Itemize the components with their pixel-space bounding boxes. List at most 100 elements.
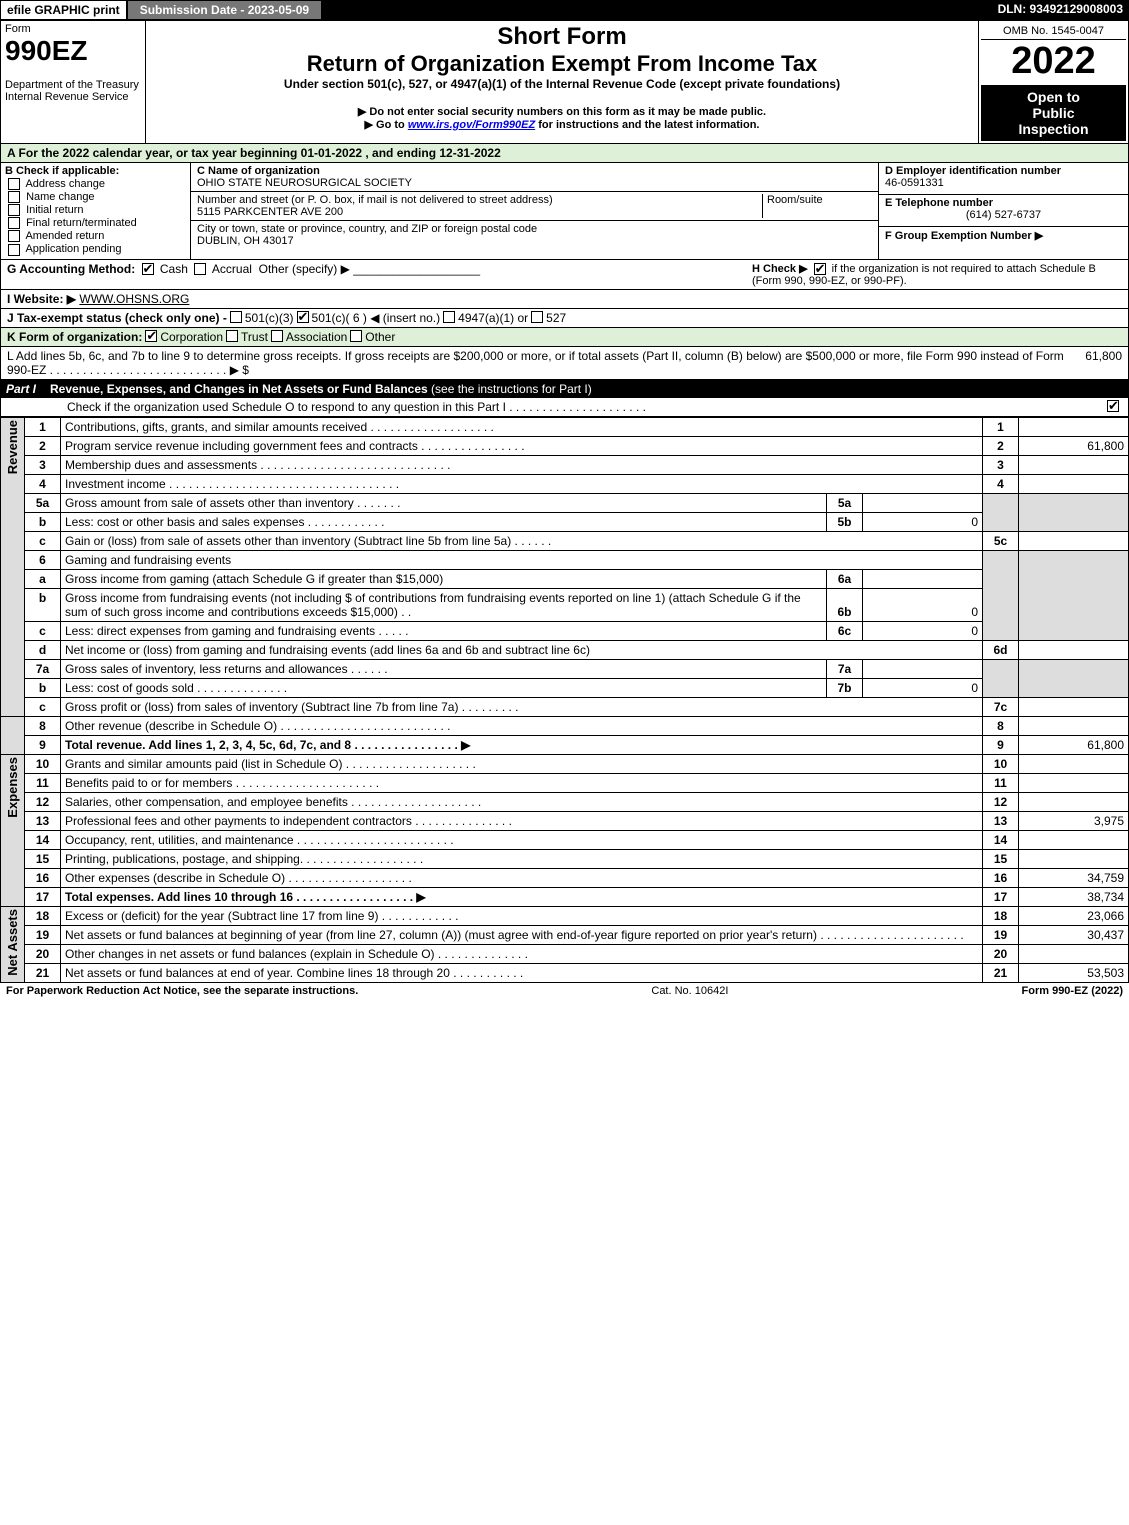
efile-print-label[interactable]: efile GRAPHIC print	[0, 0, 127, 20]
org-address: 5115 PARKCENTER AVE 200	[197, 206, 343, 218]
irs-link[interactable]: www.irs.gov/Form990EZ	[408, 119, 535, 131]
line-10-key: 10	[983, 754, 1019, 773]
checkbox-application-pending[interactable]	[8, 244, 20, 256]
checkbox-cash[interactable]	[142, 263, 154, 275]
line-4-desc: Investment income . . . . . . . . . . . …	[61, 474, 983, 493]
checkbox-schedule-o-part1[interactable]	[1107, 400, 1119, 412]
i-label: I Website: ▶	[7, 292, 76, 306]
line-7a-desc: Gross sales of inventory, less returns a…	[61, 659, 827, 678]
e-tel-label: E Telephone number	[885, 197, 993, 209]
line-8-num: 8	[25, 716, 61, 735]
g-accrual-label: Accrual	[212, 262, 252, 276]
j-527-label: 527	[546, 311, 566, 325]
line-6d-val	[1019, 640, 1129, 659]
irs-label: Internal Revenue Service	[5, 91, 129, 103]
line-5a-num: 5a	[25, 493, 61, 512]
checkbox-association[interactable]	[271, 330, 283, 342]
l-amount: 61,800	[1085, 349, 1122, 377]
top-bar: efile GRAPHIC print Submission Date - 20…	[0, 0, 1129, 20]
checkbox-final-return[interactable]	[8, 217, 20, 229]
row-l: L Add lines 5b, 6c, and 7b to line 9 to …	[0, 347, 1129, 380]
title-main: Return of Organization Exempt From Incom…	[152, 51, 972, 77]
checkbox-501c3[interactable]	[230, 311, 242, 323]
line-6b-sub: 6b	[827, 588, 863, 621]
line-8-val	[1019, 716, 1129, 735]
checkbox-527[interactable]	[531, 311, 543, 323]
checkbox-h[interactable]	[814, 263, 826, 275]
line-2-num: 2	[25, 436, 61, 455]
line-6c-num: c	[25, 621, 61, 640]
line-17-num: 17	[25, 887, 61, 906]
line-15-key: 15	[983, 849, 1019, 868]
line-14-desc: Occupancy, rent, utilities, and maintena…	[61, 830, 983, 849]
line-9-key: 9	[983, 735, 1019, 754]
line-16-val: 34,759	[1019, 868, 1129, 887]
open-line1: Open to	[1027, 89, 1080, 105]
l-text: L Add lines 5b, 6c, and 7b to line 9 to …	[7, 349, 1082, 377]
line-4-num: 4	[25, 474, 61, 493]
part-1-table: Revenue 1 Contributions, gifts, grants, …	[0, 417, 1129, 983]
line-15-val	[1019, 849, 1129, 868]
website-value[interactable]: WWW.OHSNS.ORG	[79, 292, 189, 306]
line-5b-sub: 5b	[827, 512, 863, 531]
line-12-num: 12	[25, 792, 61, 811]
checkbox-initial-return[interactable]	[8, 204, 20, 216]
line-7c-key: 7c	[983, 697, 1019, 716]
part-1-checknote-text: Check if the organization used Schedule …	[67, 400, 646, 414]
line-10-num: 10	[25, 754, 61, 773]
line-19-key: 19	[983, 925, 1019, 944]
line-5c-val	[1019, 531, 1129, 550]
line-21-val: 53,503	[1019, 963, 1129, 982]
line-13-num: 13	[25, 811, 61, 830]
checkbox-amended-return[interactable]	[8, 230, 20, 242]
line-5a-subval	[863, 493, 983, 512]
line-5b-desc: Less: cost or other basis and sales expe…	[61, 512, 827, 531]
checkbox-501c[interactable]	[297, 311, 309, 323]
checkbox-corporation[interactable]	[145, 330, 157, 342]
checkbox-address-change[interactable]	[8, 178, 20, 190]
line-3-desc: Membership dues and assessments . . . . …	[61, 455, 983, 474]
checkbox-other-org[interactable]	[350, 330, 362, 342]
dln-label: DLN: 93492129008003	[992, 0, 1129, 20]
box-b: B Check if applicable: Address change Na…	[1, 163, 191, 259]
line-7a-subval	[863, 659, 983, 678]
line-13-val: 3,975	[1019, 811, 1129, 830]
omb-number: OMB No. 1545-0047	[981, 23, 1126, 40]
telephone-value: (614) 527-6737	[885, 209, 1122, 221]
line-8-desc: Other revenue (describe in Schedule O) .…	[61, 716, 983, 735]
line-9-desc: Total revenue. Add lines 1, 2, 3, 4, 5c,…	[61, 735, 983, 754]
netassets-side-label: Net Assets	[5, 909, 20, 976]
line-21-key: 21	[983, 963, 1019, 982]
line-1-val	[1019, 417, 1129, 436]
room-suite-label: Room/suite	[767, 194, 823, 206]
line-11-key: 11	[983, 773, 1019, 792]
line-7c-desc: Gross profit or (loss) from sales of inv…	[61, 697, 983, 716]
line-2-key: 2	[983, 436, 1019, 455]
line-6b-num: b	[25, 588, 61, 621]
g-label: G Accounting Method:	[7, 262, 135, 276]
note-link-post: for instructions and the latest informat…	[535, 119, 759, 131]
checkbox-name-change[interactable]	[8, 191, 20, 203]
revenue-side-label: Revenue	[5, 420, 20, 474]
line-17-key: 17	[983, 887, 1019, 906]
c-city-label: City or town, state or province, country…	[197, 223, 537, 235]
form-word: Form	[5, 23, 31, 35]
part-1-title: Revenue, Expenses, and Changes in Net As…	[50, 382, 428, 396]
checkbox-4947[interactable]	[443, 311, 455, 323]
line-12-val	[1019, 792, 1129, 811]
line-6a-num: a	[25, 569, 61, 588]
k-other-label: Other	[365, 330, 395, 344]
line-16-key: 16	[983, 868, 1019, 887]
line-17-desc: Total expenses. Add lines 10 through 16 …	[61, 887, 983, 906]
page-footer: For Paperwork Reduction Act Notice, see …	[0, 983, 1129, 999]
line-7a-num: 7a	[25, 659, 61, 678]
line-7c-val	[1019, 697, 1129, 716]
line-16-desc: Other expenses (describe in Schedule O) …	[61, 868, 983, 887]
line-6b-subval: 0	[863, 588, 983, 621]
line-6c-subval: 0	[863, 621, 983, 640]
checkbox-trust[interactable]	[226, 330, 238, 342]
line-14-val	[1019, 830, 1129, 849]
subtitle: Under section 501(c), 527, or 4947(a)(1)…	[152, 77, 972, 91]
checkbox-accrual[interactable]	[194, 263, 206, 275]
cb-label-address-change: Address change	[25, 178, 105, 190]
